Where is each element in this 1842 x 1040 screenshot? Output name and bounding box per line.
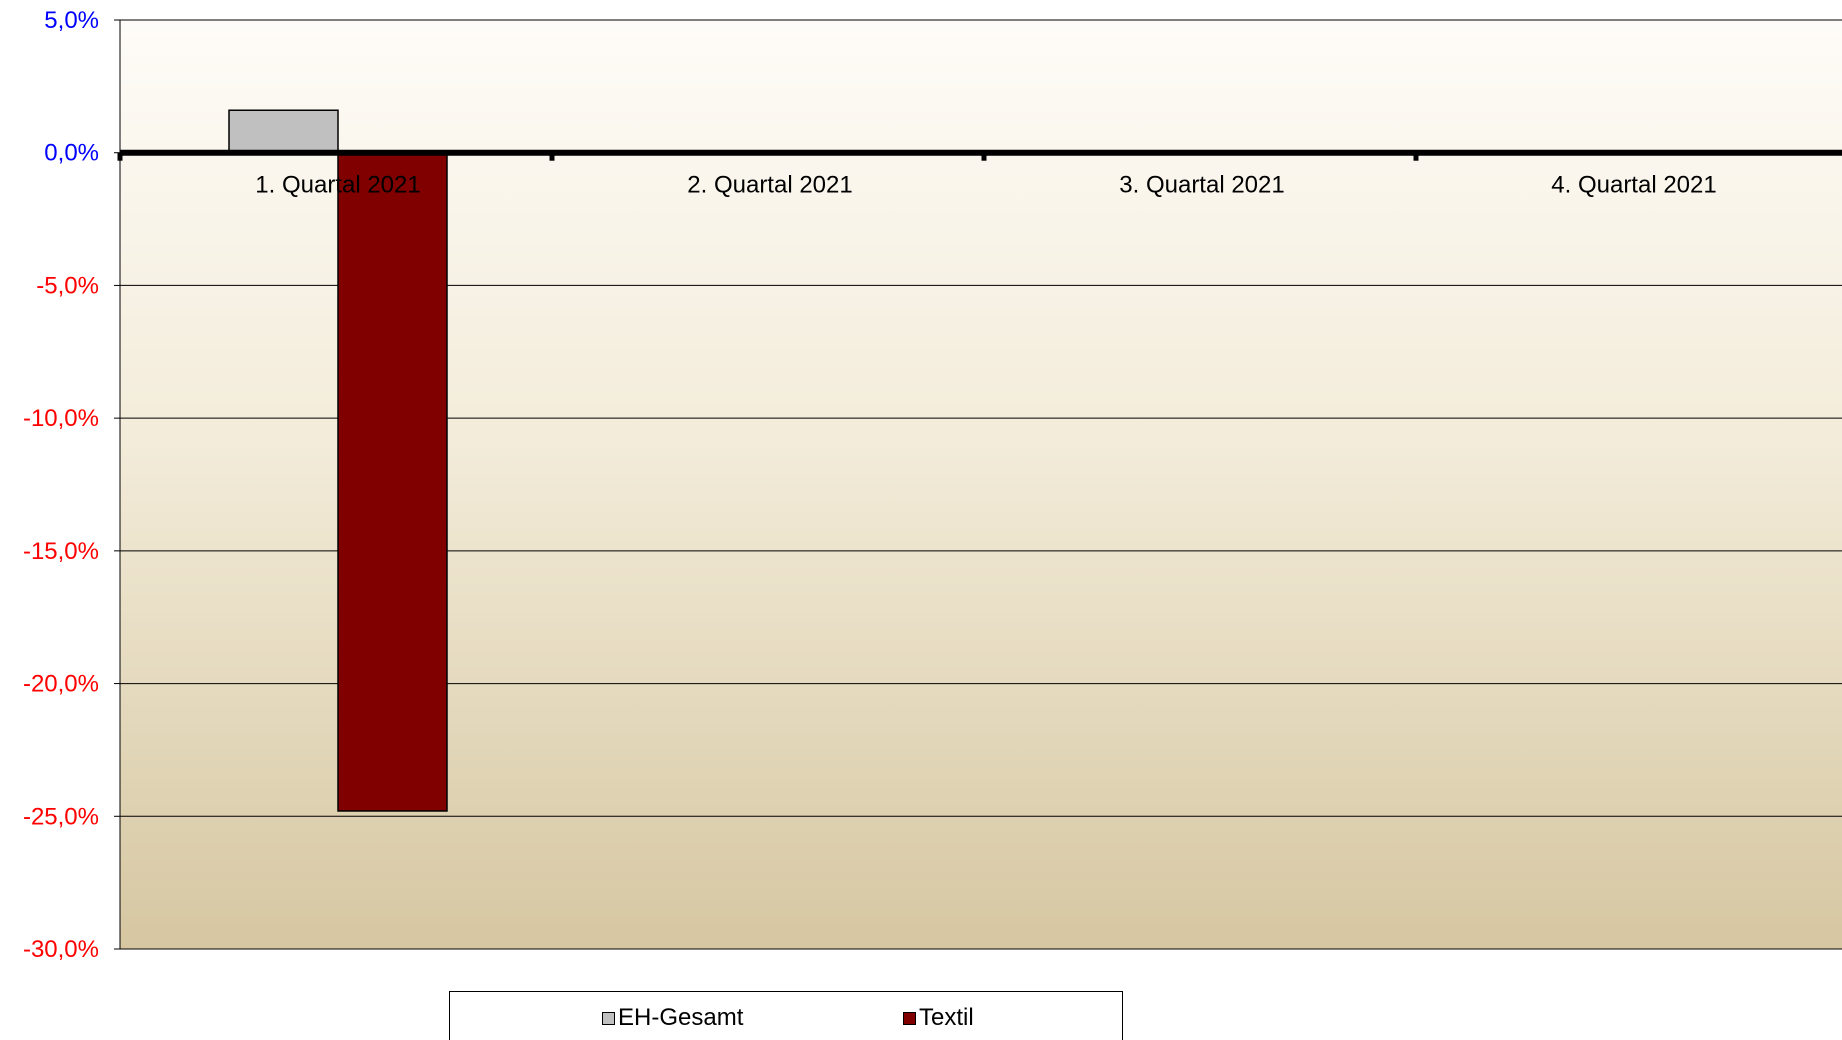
x-tick-label: 2. Quartal 2021: [687, 172, 852, 199]
bar-textil: [337, 151, 448, 812]
x-axis-tick-labels: 1. Quartal 2021 2. Quartal 2021 3. Quartal…: [255, 172, 1716, 199]
y-tick-label: -5,0%: [36, 272, 99, 299]
y-tick-label: -15,0%: [23, 538, 99, 565]
x-tick-label: 4. Quartal 2021: [1551, 172, 1716, 199]
legend-label-textil: Textil: [919, 1004, 974, 1031]
y-tick-label: 5,0%: [44, 7, 99, 34]
legend-item-textil: Textil: [903, 1004, 974, 1032]
y-tick-label: -30,0%: [23, 936, 99, 963]
x-tick-label: 1. Quartal 2021: [255, 172, 420, 199]
legend-item-eh-gesamt: EH-Gesamt: [602, 1004, 743, 1032]
y-tick-label: -10,0%: [23, 405, 99, 432]
bar-eh-gesamt: [228, 109, 339, 154]
legend-swatch-eh-gesamt: [602, 1011, 615, 1025]
y-tick-label: -25,0%: [23, 803, 99, 830]
y-axis-tick-labels: 5,0% 0,0% -5,0% -10,0% -15,0% -20,0% -25,0% -30…: [23, 7, 99, 963]
x-tick-label: 3. Quartal 2021: [1119, 172, 1284, 199]
axes: [117, 20, 1842, 949]
y-tick-label: 0,0%: [44, 140, 99, 167]
legend-label-eh-gesamt: EH-Gesamt: [618, 1004, 744, 1031]
legend-swatch-textil: [903, 1011, 916, 1025]
y-tick-label: -20,0%: [23, 671, 99, 698]
legend: EH-Gesamt Textil: [449, 991, 1123, 1040]
